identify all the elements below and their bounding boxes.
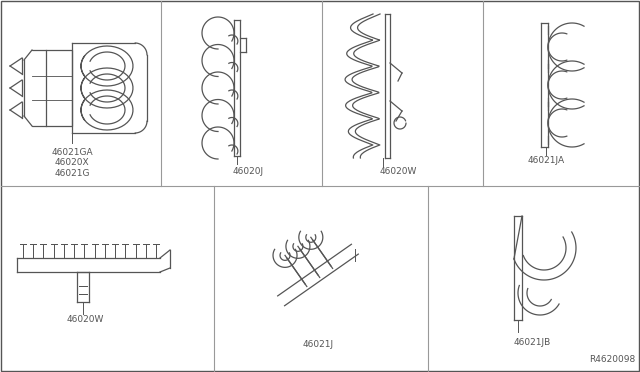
Text: 46021J: 46021J: [303, 340, 333, 349]
Text: R4620098: R4620098: [589, 355, 635, 364]
Text: 46021JA: 46021JA: [527, 156, 564, 165]
Text: 46020W: 46020W: [67, 315, 104, 324]
Text: 46020J: 46020J: [232, 167, 264, 176]
Text: 46021JB: 46021JB: [513, 338, 550, 347]
Text: 46021GA
46020X
46021G: 46021GA 46020X 46021G: [51, 148, 93, 178]
Text: 46020W: 46020W: [380, 167, 417, 176]
